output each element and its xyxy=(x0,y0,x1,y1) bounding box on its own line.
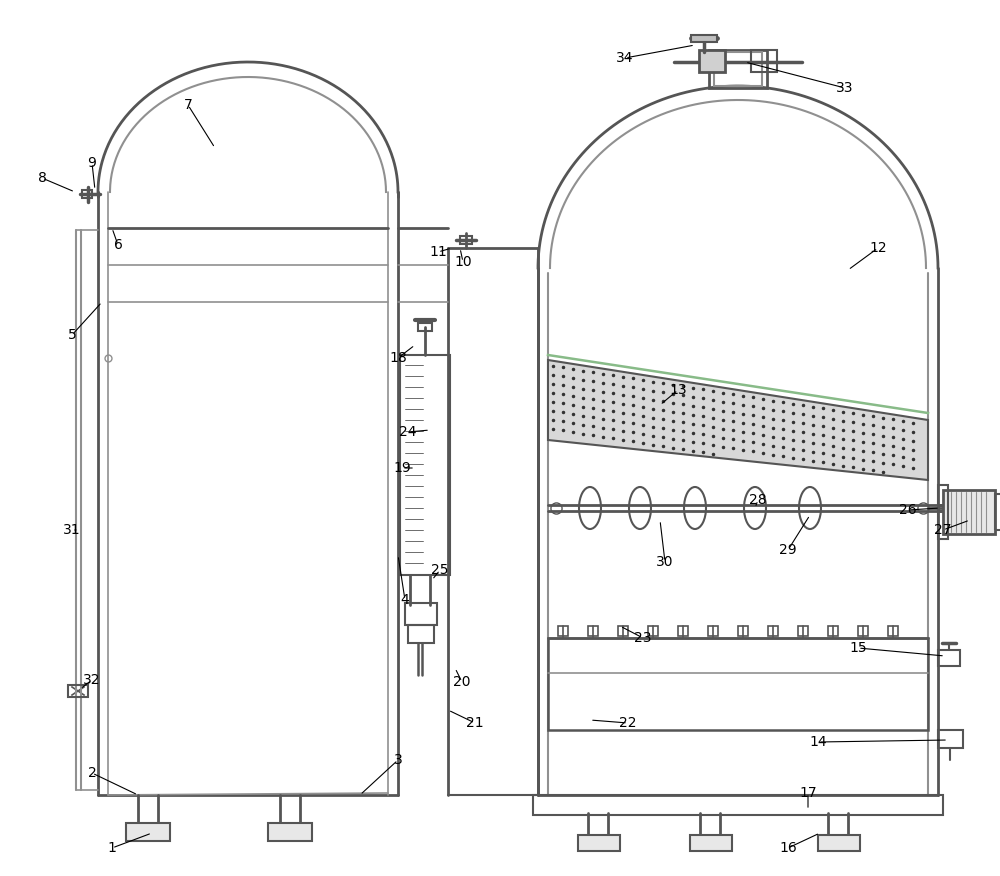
Bar xyxy=(268,823,312,841)
Bar xyxy=(738,626,748,636)
Text: 3: 3 xyxy=(394,753,402,767)
Bar xyxy=(768,626,778,636)
Text: 8: 8 xyxy=(38,171,46,185)
Text: 28: 28 xyxy=(749,493,767,507)
Bar xyxy=(798,626,808,636)
Text: 18: 18 xyxy=(389,351,407,365)
Text: 10: 10 xyxy=(454,255,472,269)
Text: 24: 24 xyxy=(399,425,417,439)
Text: 12: 12 xyxy=(869,241,887,255)
Polygon shape xyxy=(548,360,928,480)
Text: 31: 31 xyxy=(63,523,81,537)
Bar xyxy=(618,626,628,636)
Text: 11: 11 xyxy=(429,245,447,259)
Text: 33: 33 xyxy=(836,81,854,95)
Text: 13: 13 xyxy=(669,383,687,397)
Bar xyxy=(548,638,928,730)
Text: 17: 17 xyxy=(799,786,817,800)
Bar xyxy=(405,603,437,625)
Text: 19: 19 xyxy=(393,461,411,475)
Bar xyxy=(648,626,658,636)
Bar xyxy=(82,190,92,198)
Text: 29: 29 xyxy=(779,543,797,557)
Bar xyxy=(995,494,1000,530)
Bar xyxy=(418,323,432,331)
Text: 4: 4 xyxy=(401,593,409,607)
Bar xyxy=(588,626,598,636)
Bar xyxy=(68,685,88,697)
Bar xyxy=(858,626,868,636)
Text: 30: 30 xyxy=(656,555,674,569)
Text: 23: 23 xyxy=(634,631,652,645)
Bar xyxy=(938,485,948,539)
Bar xyxy=(690,835,732,851)
Text: 9: 9 xyxy=(88,156,96,170)
Bar xyxy=(751,50,777,72)
Text: 22: 22 xyxy=(619,716,637,730)
Bar xyxy=(408,625,434,643)
Bar xyxy=(691,35,717,42)
Text: 27: 27 xyxy=(934,523,952,537)
Bar xyxy=(400,355,450,575)
Text: 20: 20 xyxy=(453,675,471,689)
Text: 15: 15 xyxy=(849,641,867,655)
Text: 16: 16 xyxy=(779,841,797,855)
Bar xyxy=(818,835,860,851)
Bar xyxy=(699,50,725,72)
Text: 14: 14 xyxy=(809,735,827,749)
Text: 6: 6 xyxy=(114,238,122,252)
Bar xyxy=(708,626,718,636)
Bar xyxy=(578,835,620,851)
Text: 25: 25 xyxy=(431,563,449,577)
Bar xyxy=(888,626,898,636)
Bar xyxy=(678,626,688,636)
Bar xyxy=(460,236,472,244)
Text: 26: 26 xyxy=(899,503,917,517)
Text: 32: 32 xyxy=(83,673,101,687)
Bar xyxy=(709,50,767,88)
Text: 7: 7 xyxy=(184,98,192,112)
Text: 1: 1 xyxy=(108,841,116,855)
Bar xyxy=(558,626,568,636)
Bar xyxy=(938,650,960,666)
Text: 2: 2 xyxy=(88,766,96,780)
Bar xyxy=(126,823,170,841)
Text: 21: 21 xyxy=(466,716,484,730)
Bar xyxy=(714,52,762,86)
Text: 34: 34 xyxy=(616,51,634,65)
Bar xyxy=(533,795,943,815)
Bar xyxy=(938,730,963,748)
Bar xyxy=(943,490,995,534)
Text: 5: 5 xyxy=(68,328,76,342)
Bar xyxy=(828,626,838,636)
